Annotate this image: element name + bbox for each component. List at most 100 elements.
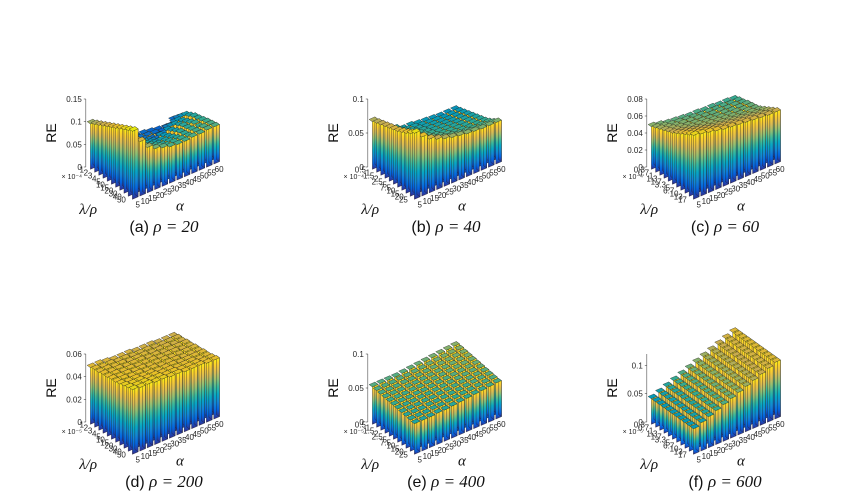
bar bbox=[136, 382, 146, 452]
bar-top-face bbox=[741, 117, 752, 123]
lambda-tick-label: 2.5 bbox=[372, 178, 384, 187]
bar-group bbox=[647, 327, 781, 455]
lambda-tick-label: 1.7 bbox=[651, 178, 663, 187]
bar-top-face bbox=[441, 375, 452, 381]
bar-top-face bbox=[744, 372, 755, 378]
bar-top-face bbox=[689, 378, 700, 384]
z-axis-label: RE bbox=[43, 123, 59, 142]
bar bbox=[756, 369, 767, 426]
bar-top-face bbox=[443, 397, 454, 403]
bar bbox=[202, 358, 213, 423]
bar-side-face bbox=[468, 393, 473, 430]
z-axis-label: RE bbox=[604, 123, 620, 142]
bar-side-face bbox=[208, 124, 213, 166]
bar-top-face bbox=[444, 367, 455, 373]
bar bbox=[711, 405, 722, 445]
bar-top-face bbox=[187, 132, 198, 138]
bar-top-face bbox=[738, 345, 749, 351]
bar-top-face bbox=[446, 390, 457, 396]
alpha-tick-label: 25 bbox=[163, 443, 172, 452]
bar-top-face bbox=[150, 377, 161, 383]
bar-top-face bbox=[715, 351, 726, 357]
bar-top-face bbox=[433, 367, 443, 374]
bar-top-face bbox=[134, 368, 144, 374]
alpha-tick-label: 55 bbox=[489, 168, 498, 177]
bar-top-face bbox=[161, 342, 172, 348]
bar-top-face bbox=[733, 96, 744, 102]
bar-top-face bbox=[708, 369, 719, 375]
lambda-tick-label: 2 bbox=[374, 175, 379, 184]
lambda-tick-label: 30 bbox=[109, 445, 118, 454]
bar-top-face bbox=[151, 350, 161, 356]
bar-top-face bbox=[755, 357, 766, 363]
bar-top-face bbox=[139, 350, 150, 356]
bar-top-face bbox=[464, 374, 475, 380]
lambda-axis-label: λ/ρ bbox=[360, 202, 379, 218]
bar-top-face bbox=[451, 352, 461, 358]
bar bbox=[173, 368, 183, 436]
bar-top-face bbox=[678, 381, 689, 387]
bar-top-face bbox=[492, 117, 502, 123]
bar-top-face bbox=[427, 394, 438, 400]
alpha-tick-label: 45 bbox=[192, 430, 201, 439]
bar-top-face bbox=[405, 364, 416, 370]
bar-top-face bbox=[173, 139, 183, 145]
bar-top-face bbox=[420, 356, 431, 362]
bar-top-face bbox=[466, 355, 477, 362]
bar-top-face bbox=[398, 368, 409, 374]
bar-top-face bbox=[389, 400, 400, 406]
lambda-tick-label: 20 bbox=[104, 442, 113, 451]
bar-top-face bbox=[468, 378, 479, 384]
bar-top-face bbox=[747, 363, 758, 369]
bar-top-face bbox=[695, 393, 705, 399]
bar-top-face bbox=[408, 397, 419, 403]
z-tick-label: 0.05 bbox=[348, 129, 364, 138]
bar-top-face bbox=[418, 415, 428, 421]
bar-top-face bbox=[125, 363, 136, 370]
bar-top-face bbox=[484, 120, 495, 127]
alpha-tick-label: 15 bbox=[430, 449, 439, 458]
alpha-tick-label: 10 bbox=[702, 197, 711, 206]
bar-top-face bbox=[406, 375, 417, 381]
bar-top-face bbox=[94, 359, 104, 365]
bar-side-face bbox=[747, 381, 752, 430]
alpha-tick-label: 20 bbox=[437, 191, 446, 200]
bar-top-face bbox=[174, 349, 185, 356]
bar-top-face bbox=[734, 103, 745, 109]
bar bbox=[187, 132, 198, 174]
alpha-tick-label: 50 bbox=[200, 427, 209, 436]
bar bbox=[697, 417, 707, 452]
bar-top-face bbox=[492, 378, 502, 384]
bar-side-face bbox=[732, 122, 737, 182]
bar bbox=[492, 117, 502, 165]
bar bbox=[202, 124, 213, 168]
bar bbox=[150, 143, 161, 190]
bar bbox=[440, 405, 451, 442]
alpha-tick-label: 60 bbox=[497, 420, 506, 429]
bar-top-face bbox=[469, 389, 480, 395]
bar-top-face bbox=[734, 119, 744, 126]
bar bbox=[462, 128, 473, 178]
bar-top-face bbox=[396, 386, 406, 392]
bar-top-face bbox=[719, 399, 730, 405]
bar-top-face bbox=[696, 405, 706, 411]
z-tick-label: 0.1 bbox=[632, 361, 644, 370]
bar bbox=[180, 366, 191, 433]
bar bbox=[469, 389, 480, 429]
bar-side-face bbox=[490, 120, 495, 166]
alpha-tick-label: 50 bbox=[761, 172, 770, 181]
bar-side-face bbox=[498, 377, 502, 417]
bar-top-face bbox=[387, 379, 398, 385]
bar-top-face bbox=[427, 352, 438, 359]
alpha-tick-label: 10 bbox=[702, 452, 711, 461]
bar-top-face bbox=[732, 363, 742, 369]
bar-top-face bbox=[725, 336, 736, 342]
bar-top-face bbox=[664, 405, 675, 412]
lambda-tick-label: 0.5 bbox=[355, 166, 367, 175]
alpha-tick-label: 15 bbox=[148, 194, 157, 203]
bar-top-face bbox=[424, 401, 435, 407]
bar-side-face bbox=[446, 405, 450, 440]
bar-side-face bbox=[740, 119, 744, 178]
